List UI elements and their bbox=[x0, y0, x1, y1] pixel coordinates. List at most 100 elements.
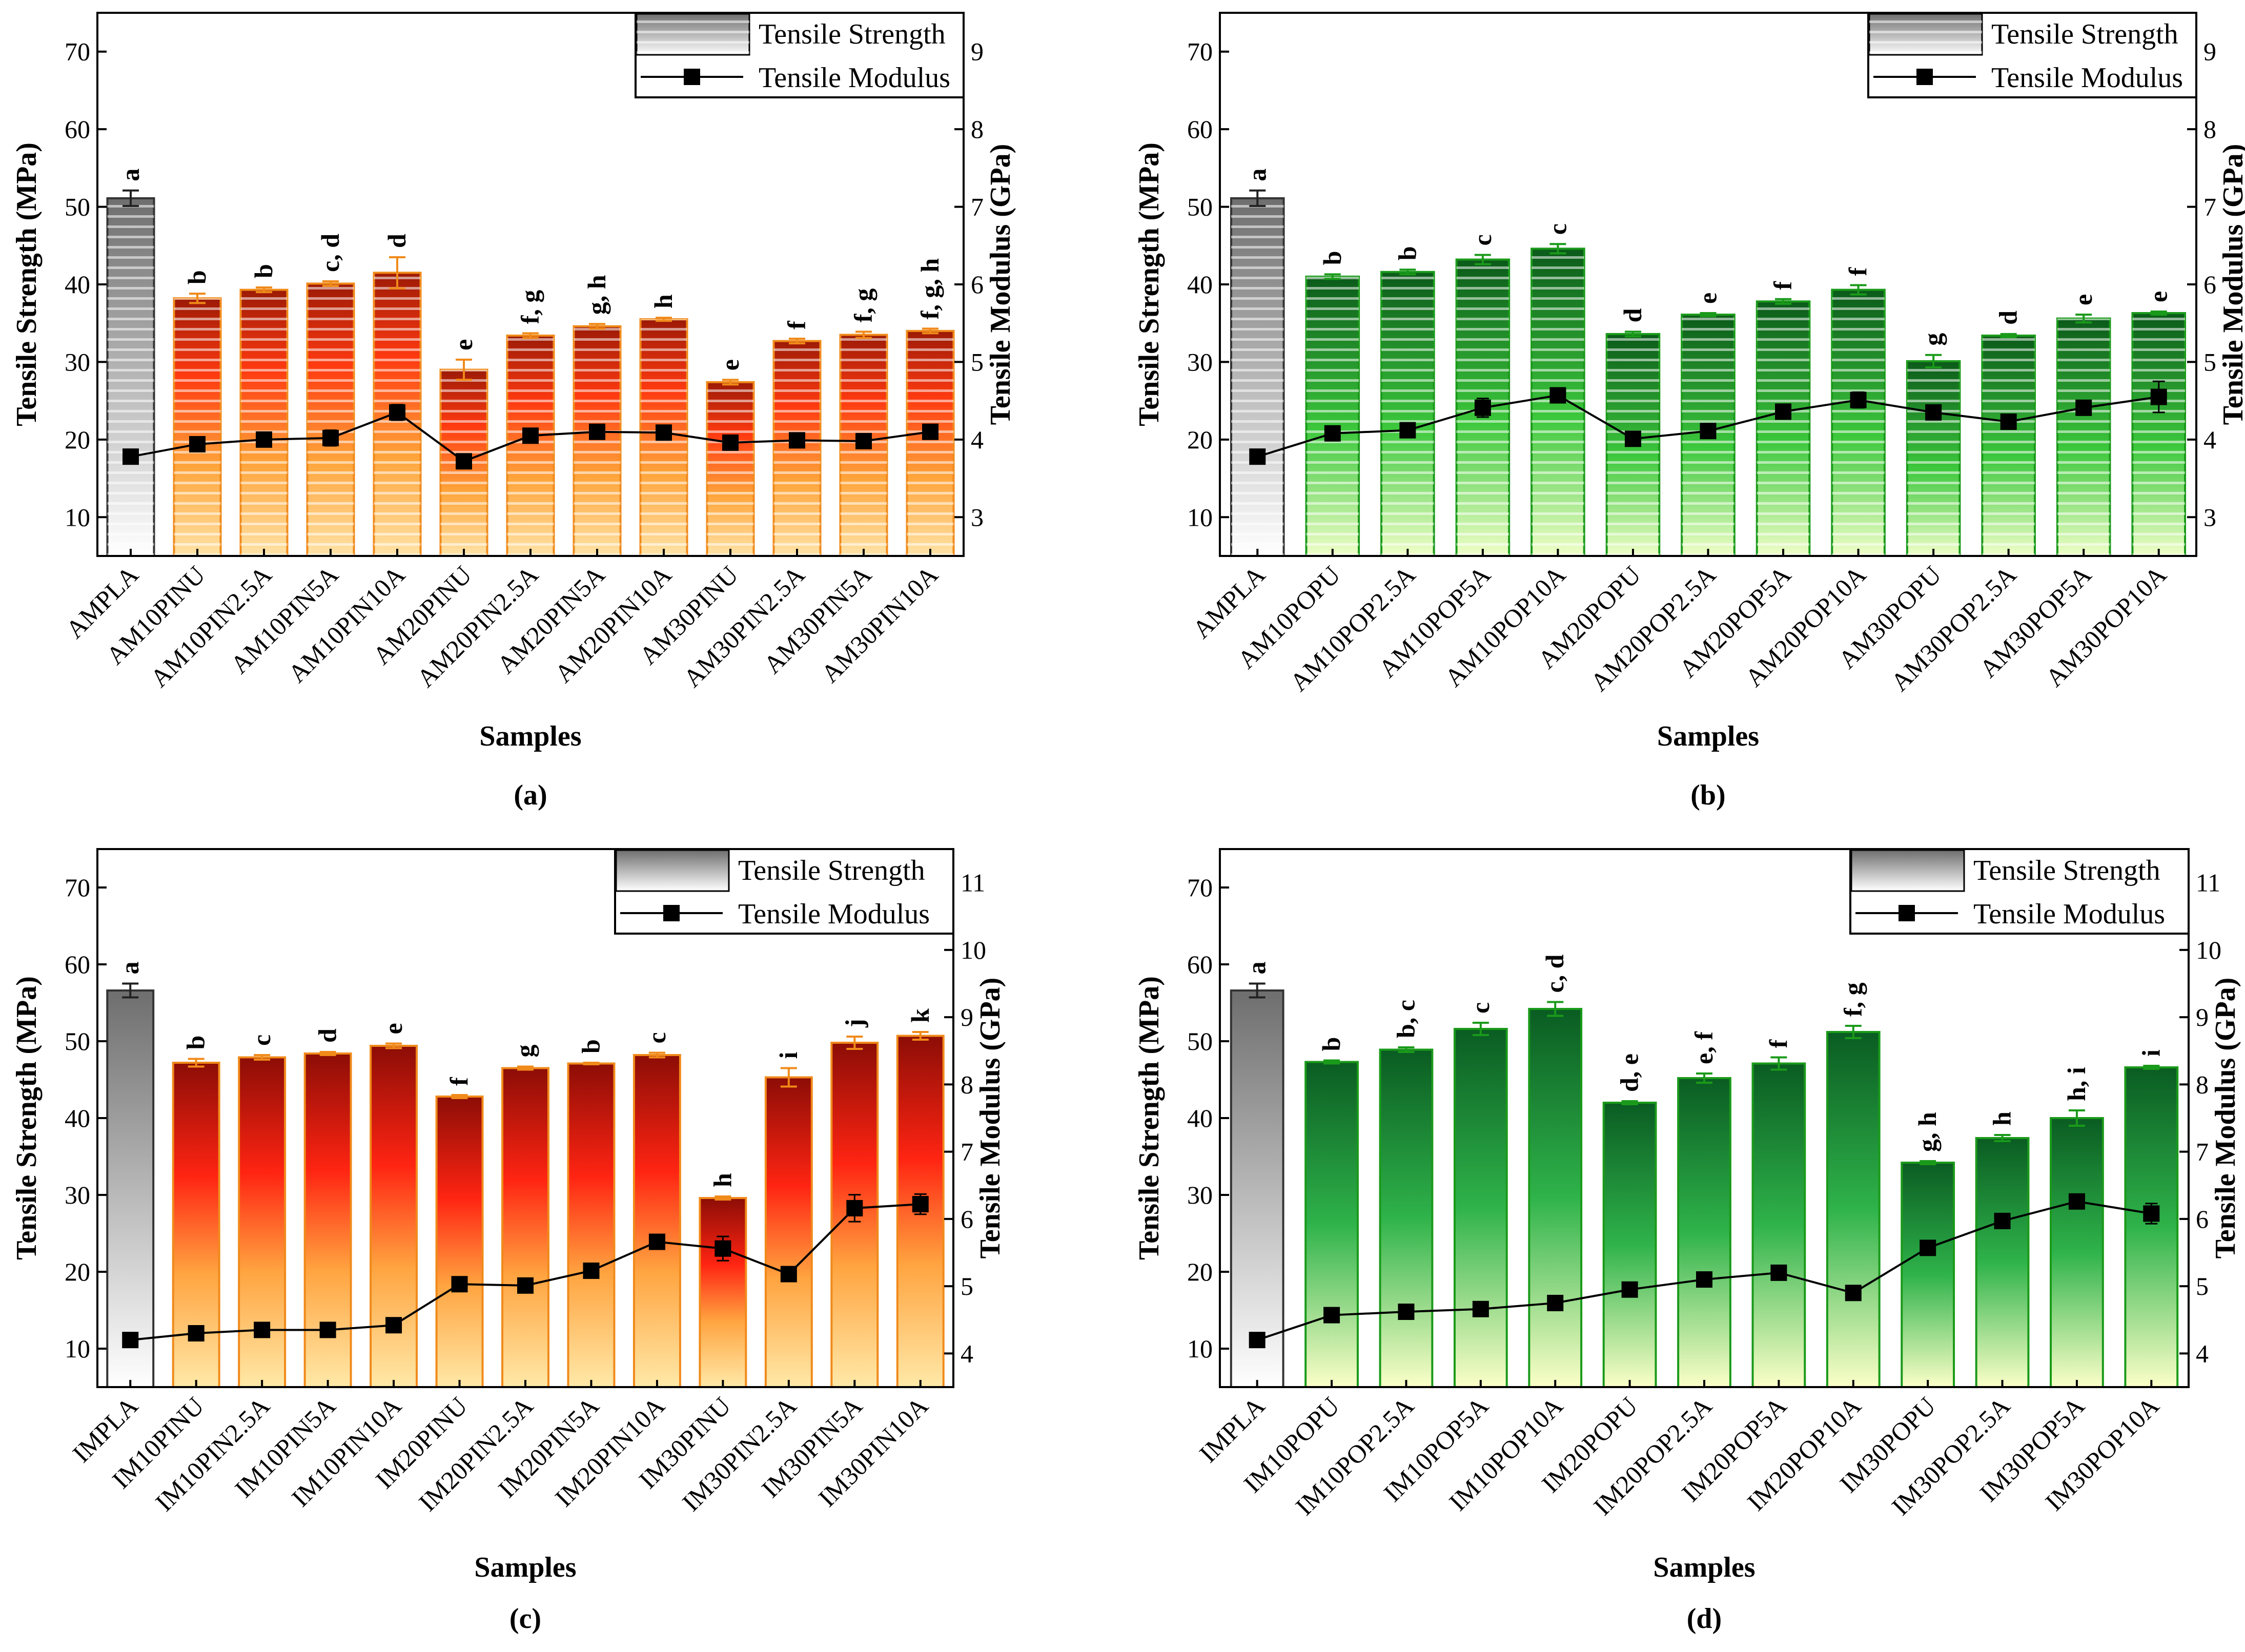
panel-c: a b c d e f g b c h i j k 10 20 30 40 50 60 70 4 5 6 7 8 9 10 11 IMP… bbox=[0, 826, 1122, 1652]
y-tick-label: 70 bbox=[65, 37, 90, 66]
bar-IM10PIN10A bbox=[370, 1045, 418, 1388]
modulus-point bbox=[123, 448, 139, 465]
significance-letter: b, c bbox=[1391, 1000, 1420, 1038]
x-axis-title: Samples bbox=[474, 1552, 576, 1583]
y2-tick-label: 8 bbox=[2196, 1070, 2209, 1099]
bar-IM10PIN2.5A bbox=[238, 1056, 287, 1388]
y-tick-label: 20 bbox=[65, 425, 90, 454]
modulus-point bbox=[451, 1276, 468, 1293]
y2-tick-label: 6 bbox=[2196, 1205, 2209, 1233]
bar-IM20PIN5A bbox=[567, 1062, 616, 1388]
y2-tick-label: 8 bbox=[2203, 115, 2216, 143]
legend-modulus-marker bbox=[663, 905, 680, 921]
y-tick-label: 40 bbox=[1187, 1104, 1213, 1132]
modulus-point bbox=[385, 1317, 402, 1334]
x-tick-label: AM30PIN10A bbox=[815, 560, 944, 688]
panel-b: a b b c c d e f f g d e e 10 20 30 40 50 60 70 3 4 5 6 7 8 9 AMPLA A… bbox=[1122, 0, 2245, 826]
modulus-point bbox=[456, 453, 472, 470]
y2-tick-label: 8 bbox=[971, 115, 984, 143]
significance-letter: i bbox=[774, 1052, 803, 1059]
x-tick-label: IM30PIN2.5A bbox=[677, 1391, 802, 1517]
bar-stripes-AMPLA bbox=[107, 198, 154, 556]
y2-tick-label: 7 bbox=[2196, 1138, 2209, 1166]
panel-label: (c) bbox=[509, 1603, 541, 1635]
y2-tick-label: 7 bbox=[971, 193, 984, 221]
y2-tick-label: 7 bbox=[2203, 193, 2216, 221]
y-tick-label: 40 bbox=[65, 1104, 90, 1132]
x-axis-title: Samples bbox=[479, 720, 581, 752]
modulus-point bbox=[1925, 404, 1942, 421]
bar-stripes-AM20POP5A bbox=[1757, 301, 1810, 556]
panel-label: (a) bbox=[514, 779, 547, 811]
modulus-point bbox=[1775, 403, 1792, 420]
y-tick-label: 70 bbox=[1187, 873, 1213, 902]
legend-strength-label: Tensile Strength bbox=[738, 855, 925, 886]
bar-stripes-AM30POP10A bbox=[2132, 313, 2186, 556]
legend-modulus-marker bbox=[1916, 69, 1933, 85]
significance-letter: c bbox=[247, 1035, 276, 1046]
significance-letter: b bbox=[182, 270, 211, 284]
significance-letter: d bbox=[1618, 308, 1647, 322]
significance-letter: k bbox=[906, 1008, 934, 1023]
significance-letter: e, f bbox=[1689, 1031, 1718, 1064]
legend-strength-swatch bbox=[615, 849, 730, 892]
modulus-point bbox=[322, 429, 339, 446]
legend-modulus-label: Tensile Modulus bbox=[1991, 62, 2183, 94]
panel-label: (d) bbox=[1687, 1603, 1722, 1635]
y2-tick-label: 5 bbox=[971, 347, 984, 376]
bar-IM30POPU bbox=[1901, 1162, 1955, 1388]
modulus-point bbox=[2068, 1193, 2085, 1210]
y-tick-label: 50 bbox=[65, 193, 90, 221]
modulus-point bbox=[1474, 399, 1491, 416]
modulus-point bbox=[254, 1321, 271, 1338]
modulus-point bbox=[583, 1262, 600, 1279]
legend-strength-label: Tensile Strength bbox=[1991, 18, 2178, 50]
modulus-point bbox=[256, 431, 272, 448]
modulus-point bbox=[1549, 387, 1566, 404]
legend-strength-label: Tensile Strength bbox=[759, 18, 946, 50]
y-axis-title: Tensile Strength (MPa) bbox=[1133, 976, 1165, 1260]
bar-IM20POP2.5A bbox=[1677, 1077, 1731, 1388]
modulus-point bbox=[715, 1240, 731, 1257]
bar-IM30PIN2.5A bbox=[764, 1076, 813, 1388]
y2-tick-label: 4 bbox=[2203, 425, 2216, 454]
significance-letter: g, h bbox=[582, 275, 611, 315]
bar-IM30POP2.5A bbox=[1975, 1137, 2030, 1388]
x-tick-label: AM20PIN10A bbox=[549, 560, 677, 688]
significance-letter: f bbox=[1844, 267, 1872, 276]
significance-letter: c, d bbox=[316, 234, 344, 272]
y2-tick-label: 9 bbox=[2196, 1003, 2209, 1031]
significance-letter: e bbox=[449, 339, 478, 350]
bar-IM10POPU bbox=[1304, 1061, 1359, 1388]
legend-modulus-label: Tensile Modulus bbox=[1973, 898, 2165, 930]
legend-strength-swatch bbox=[1850, 849, 1965, 892]
y2-axis-title: Tensile Modulus (GPa) bbox=[974, 978, 1006, 1259]
y-tick-label: 30 bbox=[1187, 1181, 1213, 1209]
y-tick-label: 20 bbox=[65, 1257, 90, 1286]
y-tick-label: 50 bbox=[65, 1027, 90, 1056]
y2-tick-label: 4 bbox=[2196, 1339, 2209, 1368]
modulus-point bbox=[1399, 422, 1416, 439]
bar-stripes-AM30POP2.5A bbox=[1982, 335, 2035, 556]
significance-letter: h bbox=[649, 294, 678, 308]
modulus-point bbox=[522, 427, 539, 444]
modulus-point bbox=[1920, 1240, 1936, 1256]
significance-letter: f, g bbox=[1839, 982, 1867, 1017]
significance-letter: a bbox=[1242, 169, 1271, 181]
modulus-point bbox=[1624, 430, 1641, 447]
modulus-point bbox=[517, 1277, 534, 1294]
modulus-point bbox=[1845, 1285, 1862, 1302]
modulus-point bbox=[1696, 1271, 1712, 1288]
significance-letter: d bbox=[313, 1028, 342, 1043]
significance-letter: c bbox=[1543, 223, 1572, 235]
y2-tick-label: 4 bbox=[971, 425, 984, 454]
modulus-point bbox=[1398, 1304, 1415, 1320]
y-tick-label: 70 bbox=[1187, 37, 1213, 66]
bar-IM20POPU bbox=[1602, 1102, 1657, 1388]
bar-IM10POP2.5A bbox=[1379, 1048, 1434, 1388]
modulus-point bbox=[846, 1200, 863, 1216]
significance-letter: a bbox=[1242, 962, 1271, 975]
x-axis-title: Samples bbox=[1657, 720, 1759, 752]
bar-stripes-AM30POPU bbox=[1907, 361, 1960, 556]
significance-letter: f bbox=[445, 1077, 474, 1086]
